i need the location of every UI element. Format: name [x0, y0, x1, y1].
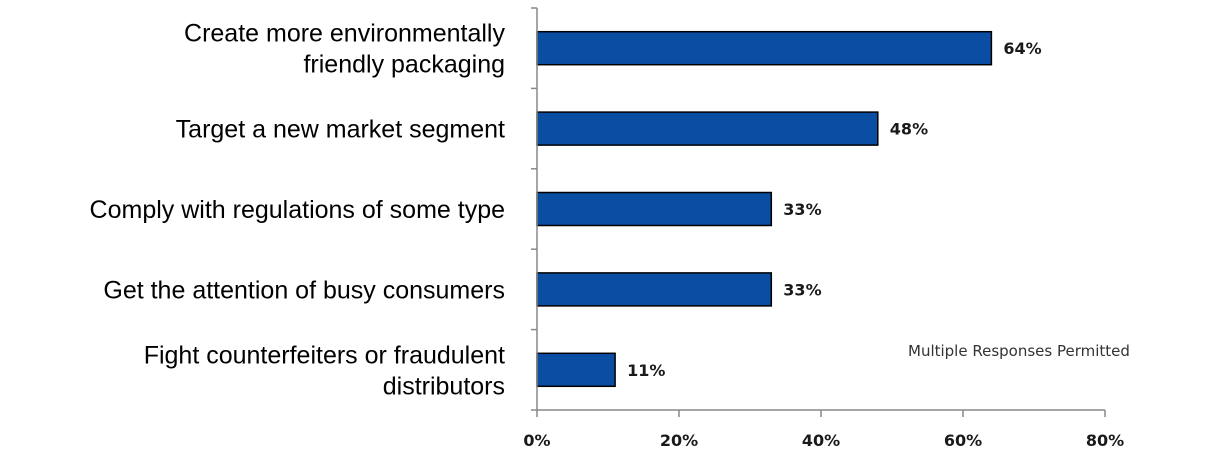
category-label: Fight counterfeiters or fraudulent: [144, 341, 505, 369]
bar: [536, 352, 616, 388]
bar: [536, 111, 879, 146]
bar: [536, 272, 773, 307]
x-tick-label: 0%: [523, 431, 550, 450]
x-tick-label: 40%: [802, 431, 840, 450]
bar: [536, 191, 773, 227]
bar: [536, 30, 993, 66]
bar-value-label: 64%: [1003, 39, 1041, 58]
bar-value-label: 48%: [890, 120, 928, 139]
bar-value-label: 33%: [783, 200, 821, 219]
chart-note: Multiple Responses Permitted: [908, 342, 1130, 360]
category-label: Create more environmentally: [184, 20, 505, 48]
category-label: Comply with regulations of some type: [90, 196, 505, 224]
category-label: Get the attention of busy consumers: [103, 276, 505, 304]
category-label: distributors: [383, 372, 505, 400]
x-tick-label: 80%: [1086, 431, 1124, 450]
bar-value-label: 11%: [627, 361, 665, 380]
category-label: friendly packaging: [303, 51, 505, 79]
x-tick-label: 20%: [660, 431, 698, 450]
category-label: Target a new market segment: [176, 116, 505, 144]
bar-value-label: 33%: [783, 280, 821, 299]
x-tick-label: 60%: [944, 431, 982, 450]
